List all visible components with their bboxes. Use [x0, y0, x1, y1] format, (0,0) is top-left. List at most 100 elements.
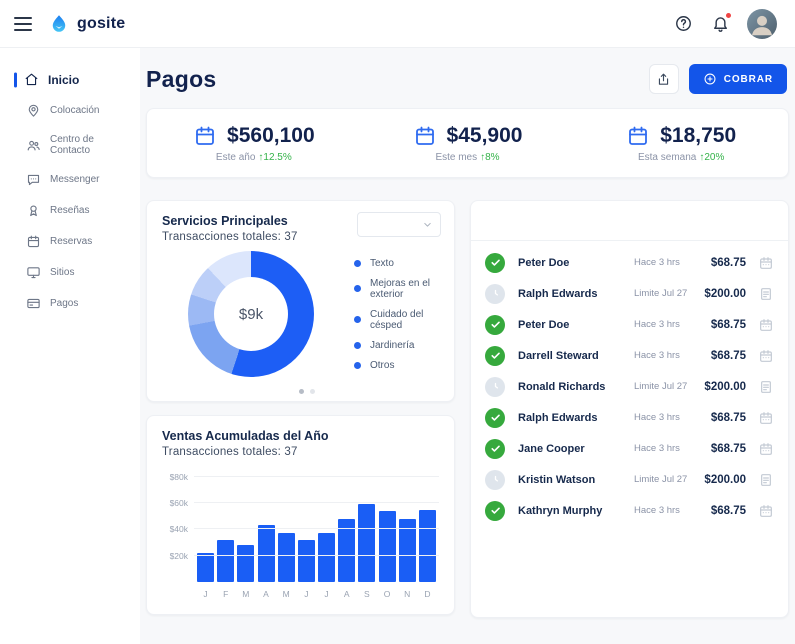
gosite-logo-icon: [48, 13, 70, 35]
receipt-icon: [758, 379, 774, 395]
services-filter-select[interactable]: [357, 212, 441, 237]
receipt-icon: [758, 286, 774, 302]
x-axis-tick: A: [343, 589, 350, 599]
transaction-detail-button[interactable]: [758, 348, 774, 364]
pager-dot-1[interactable]: [298, 389, 304, 394]
sidebar-item-resenas[interactable]: Reseñas: [0, 195, 140, 226]
transactions-header: [471, 201, 788, 241]
sidebar-item-pagos[interactable]: Pagos: [0, 288, 140, 319]
stat-top: $18,750: [626, 124, 736, 148]
transaction-row-ralph-edwards[interactable]: Ralph Edwards Limite Jul 27 $200.00: [471, 278, 788, 309]
legend-label: Texto: [370, 257, 394, 269]
sidebar-item-label: Colocación: [50, 105, 100, 116]
transaction-name: Ralph Edwards: [518, 411, 598, 424]
pager-dot-2[interactable]: [309, 389, 315, 394]
sales-chart-subtitle: Transacciones totales: 37: [162, 446, 298, 458]
bar-chart: $80k $60k $40k $20k J F M A M J J A S O N D: [162, 470, 439, 599]
stat-change: ↑12.5%: [258, 151, 292, 163]
sidebar-item-colocacion[interactable]: Colocación: [0, 95, 140, 126]
sidebar-item-label: Messenger: [50, 174, 100, 185]
sidebar-item-messenger[interactable]: Messenger: [0, 164, 140, 195]
bar-O-10: [378, 511, 396, 582]
bar-F-2: [217, 540, 235, 582]
bar-M-3: [237, 545, 255, 582]
check-icon: [489, 411, 502, 424]
gridline: [194, 528, 439, 530]
sidebar-item-sitios[interactable]: Sitios: [0, 257, 140, 288]
transaction-row-peter-doe[interactable]: Peter Doe Hace 3 hrs $68.75: [471, 247, 788, 278]
stat-period-label: Esta semana: [637, 151, 697, 163]
transaction-row-ronald-richards[interactable]: Ronald Richards Limite Jul 27 $200.00: [471, 371, 788, 402]
y-axis-tick: $20k: [169, 550, 188, 561]
stats-card: $560,100 Este año ↑12.5% $45,900 Este mes ↑8%…: [146, 108, 789, 178]
transaction-detail-button[interactable]: [758, 410, 774, 426]
help-icon: [674, 14, 693, 33]
contacts-icon: [26, 138, 41, 153]
stat-change: ↑8%: [480, 151, 500, 163]
x-axis-tick: N: [404, 589, 411, 599]
transaction-detail-button[interactable]: [758, 472, 774, 488]
stat-amount: $45,900: [446, 123, 523, 147]
calendar-small-icon: [758, 503, 774, 519]
calendar-icon: [413, 124, 437, 148]
transaction-time: Limite Jul 27: [634, 474, 688, 485]
x-axis-tick: S: [364, 589, 370, 599]
transaction-time: Hace 3 hrs: [634, 319, 680, 330]
transaction-amount: $68.75: [710, 256, 746, 269]
bar-chart-yaxis: $80k $60k $40k $20k: [162, 470, 194, 582]
transaction-row-ralph-edwards[interactable]: Ralph Edwards Hace 3 hrs $68.75: [471, 402, 788, 433]
transaction-row-jane-cooper[interactable]: Jane Cooper Hace 3 hrs $68.75: [471, 433, 788, 464]
help-button[interactable]: [673, 14, 693, 34]
bar-chart-plot: [194, 470, 439, 582]
sidebar-item-centro-de-contacto[interactable]: Centro de Contacto: [0, 126, 140, 164]
legend-dot: [354, 361, 361, 369]
sales-chart-card: Ventas Acumuladas del Año Transacciones …: [146, 415, 455, 615]
transaction-name: Peter Doe: [518, 318, 570, 331]
notifications-button[interactable]: [710, 11, 732, 34]
collect-button[interactable]: COBRAR: [688, 64, 787, 94]
sidebar-item-label: Inicio: [48, 72, 80, 87]
transaction-detail-button[interactable]: [758, 379, 774, 395]
transaction-name: Ronald Richards: [518, 380, 606, 393]
pending-clock-icon: [485, 469, 505, 490]
stat-top: $45,900: [413, 123, 523, 148]
transaction-name: Jane Cooper: [518, 442, 585, 455]
avatar[interactable]: [747, 8, 777, 39]
paid-check-icon: [485, 252, 505, 273]
bar-J-7: [318, 533, 336, 582]
transaction-row-kristin-watson[interactable]: Kristin Watson Limite Jul 27 $200.00: [471, 464, 788, 495]
transaction-row-darrell-steward[interactable]: Darrell Steward Hace 3 hrs $68.75: [471, 340, 788, 371]
brand-logo[interactable]: gosite: [48, 13, 125, 35]
transaction-amount: $68.75: [710, 442, 746, 455]
transaction-amount: $68.75: [710, 504, 746, 517]
export-button[interactable]: [648, 64, 679, 94]
bar-A-4: [257, 525, 275, 582]
menu-button[interactable]: [14, 16, 32, 31]
transaction-detail-button[interactable]: [758, 317, 774, 333]
stat-period-label: Este mes: [435, 151, 478, 163]
transaction-amount: $200.00: [704, 473, 746, 486]
transaction-detail-button[interactable]: [758, 255, 774, 271]
sidebar-item-inicio[interactable]: Inicio: [0, 64, 140, 95]
transaction-row-peter-doe[interactable]: Peter Doe Hace 3 hrs $68.75: [471, 309, 788, 340]
stat-sublabel: Este mes ↑8%: [435, 152, 499, 163]
legend-item-cuidado-del-cesped: Cuidado del césped: [354, 309, 439, 331]
legend-label: Otros: [370, 359, 395, 371]
paid-check-icon: [485, 500, 505, 521]
transaction-time: Hace 3 hrs: [634, 505, 680, 516]
legend-dot: [354, 259, 361, 267]
columns: Servicios Principales Transacciones tota…: [146, 200, 789, 618]
page-head: Pagos COBRAR: [146, 64, 787, 94]
check-icon: [489, 504, 502, 517]
topbar-left: gosite: [14, 13, 125, 35]
transaction-detail-button[interactable]: [758, 503, 774, 519]
transaction-detail-button[interactable]: [758, 441, 774, 457]
transaction-detail-button[interactable]: [758, 286, 774, 302]
transaction-name: Peter Doe: [518, 256, 570, 269]
sidebar-item-reservas[interactable]: Reservas: [0, 226, 140, 257]
legend-item-texto: Texto: [354, 258, 439, 269]
paid-check-icon: [485, 407, 505, 428]
transaction-row-kathryn-murphy[interactable]: Kathryn Murphy Hace 3 hrs $68.75: [471, 495, 788, 526]
